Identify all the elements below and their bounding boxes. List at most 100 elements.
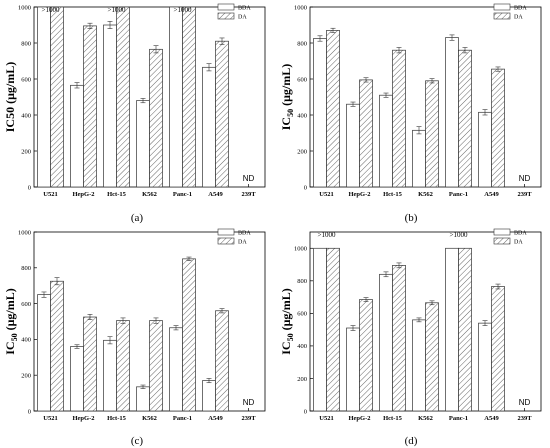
bar-bda [313,247,327,412]
y-axis-label: IC50 (μg/mL) [279,64,295,130]
bar-bda [202,380,216,412]
legend-swatch-bda [493,3,511,11]
y-tick-label: 200 [297,148,307,155]
x-tick-label: A549 [208,415,223,422]
bar-da [215,310,229,412]
bar-bda [70,346,84,412]
panel-label: (c) [131,435,144,447]
bar-da [50,280,64,412]
y-tick-label: 800 [21,40,31,47]
legend-swatch-da [493,237,511,245]
bar-da [491,68,505,188]
panel-label: (a) [131,212,144,224]
y-tick-label: 200 [21,373,31,380]
bar-bda [346,327,360,412]
y-tick-label: 1000 [294,4,307,11]
bar-da [359,79,373,188]
y-tick-label: 1000 [18,229,31,236]
x-tick-label: Hct-15 [383,415,403,422]
y-tick-label: 600 [21,76,31,83]
y-tick-label: 800 [297,40,307,47]
bar-da [326,30,340,188]
value-annotation: >1000 [318,231,336,239]
y-tick-label: 0 [28,184,31,191]
y-tick-label: 600 [297,311,307,318]
y-tick-label: 400 [297,343,307,350]
x-tick-label: K562 [142,191,157,198]
legend-swatch-da [493,12,511,20]
x-tick-label: U521 [43,415,57,422]
bar-bda [346,103,360,188]
legend-label-bda: BDA [514,231,527,237]
bar-da [359,299,373,412]
bar-da [149,320,163,412]
y-tick-label: 400 [297,112,307,119]
legend-label-bda: BDA [514,6,527,12]
bar-da [215,40,229,188]
x-tick-label: K562 [418,415,433,422]
chart-panel-3: 0 200 400 600 800 1000 U521 HepG-2 Hct-15 K562 Pan… [3,228,266,447]
x-tick-label: Hct-15 [383,191,403,198]
y-axis-label: IC50 (μg/mL) [279,288,295,354]
x-tick-label: HepG-2 [72,191,94,198]
y-tick-label: 1000 [18,4,31,11]
y-tick-label: 400 [21,112,31,119]
bar-bda [412,319,426,412]
nd-label: ND [519,174,531,183]
bar-da [149,48,163,188]
legend-swatch-bda [217,3,235,11]
x-tick-label: A549 [484,191,499,198]
bar-bda [412,129,426,188]
y-tick-label: 1000 [294,246,307,253]
bar-da [425,302,439,412]
legend-swatch-da [217,12,235,20]
y-tick-label: 600 [21,301,31,308]
bar-bda [103,24,117,188]
x-tick-label: U521 [319,191,333,198]
y-tick-label: 200 [21,148,31,155]
x-tick-label: A549 [484,415,499,422]
bar-da [425,80,439,188]
x-tick-label: HepG-2 [72,415,94,422]
x-tick-label: Panc-1 [173,415,192,422]
chart-panel-1: 0 200 400 600 800 1000 U521 HepG-2 Hct-15 K562 Pan… [3,3,266,224]
bar-da [182,6,196,188]
legend-swatch-bda [493,228,511,236]
legend-label-bda: BDA [238,231,251,237]
panel-label: (b) [405,212,418,224]
bar-bda [478,111,492,188]
legend-label-da: DA [238,240,247,246]
x-tick-label: A549 [208,191,223,198]
x-tick-label: Panc-1 [173,191,192,198]
bar-bda [136,386,150,412]
x-tick-label: U521 [43,191,57,198]
bar-bda [37,294,51,412]
x-tick-label: Hct-15 [107,191,127,198]
panel-label: (d) [405,435,418,447]
x-tick-label: 239T [517,415,532,422]
chart-panel-2: 0 200 400 600 800 1000 U521 HepG-2 Hct-15 K562 Pan… [279,3,542,224]
bar-bda [70,84,84,188]
x-tick-label: K562 [142,415,157,422]
y-tick-label: 600 [297,76,307,83]
legend-label-da: DA [238,15,247,21]
y-tick-label: 800 [297,278,307,285]
bar-bda [202,66,216,188]
bar-bda [169,6,183,188]
x-tick-label: Panc-1 [449,191,468,198]
bar-da [458,49,472,188]
legend-label-da: DA [514,15,523,21]
x-tick-label: HepG-2 [348,191,370,198]
bar-da [50,6,64,188]
bar-da [491,286,505,412]
bar-bda [136,100,150,188]
x-tick-label: Hct-15 [107,415,127,422]
nd-label: ND [243,398,255,407]
y-tick-label: 0 [28,408,31,415]
bar-bda [478,322,492,412]
bar-da [326,247,340,412]
legend-label-da: DA [514,240,523,246]
x-tick-label: K562 [418,191,433,198]
x-tick-label: Panc-1 [449,415,468,422]
